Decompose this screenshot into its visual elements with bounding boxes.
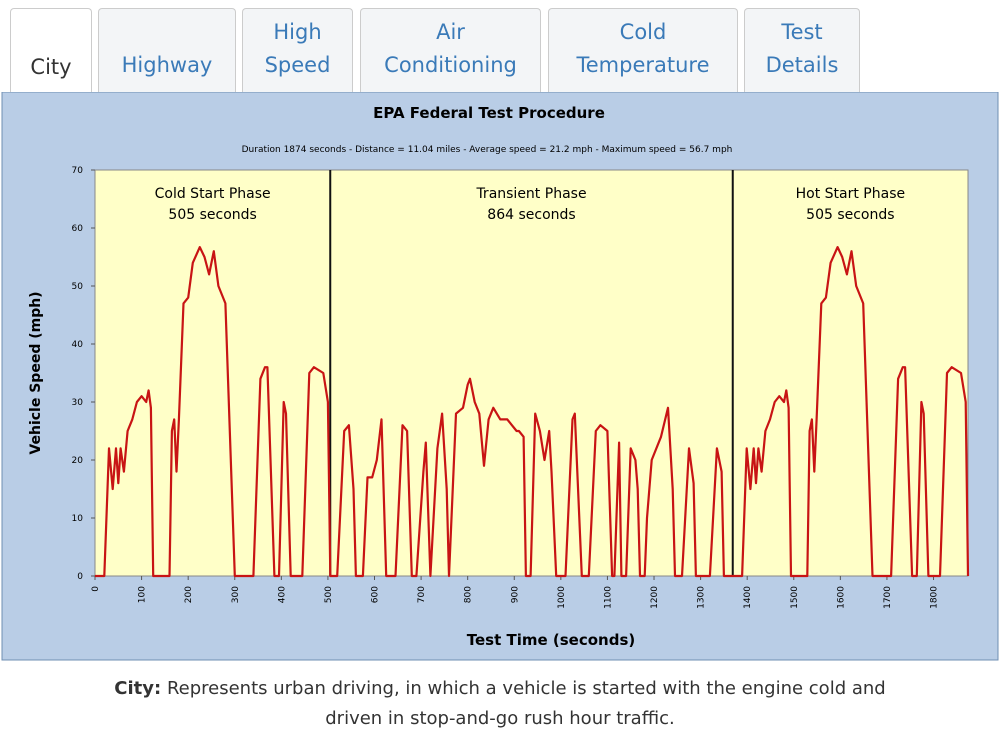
y-tick-label: 20 — [72, 456, 84, 466]
tab-label: Conditioning — [384, 53, 517, 77]
tab-label: Test — [781, 20, 823, 44]
tab-label: Temperature — [576, 53, 710, 77]
caption-line: City: Represents urban driving, in which… — [0, 674, 1000, 704]
tab[interactable]: Air Conditioning — [360, 8, 541, 92]
x-tick-label: 200 — [184, 586, 194, 603]
tab[interactable]: Cold Temperature — [548, 8, 738, 92]
y-axis-label: Vehicle Speed (mph) — [28, 291, 44, 454]
x-tick-label: 300 — [231, 586, 241, 603]
x-tick-label: 600 — [371, 586, 381, 603]
x-tick-label: 800 — [464, 586, 474, 603]
x-tick-label: 1800 — [930, 586, 940, 609]
x-tick-label: 1200 — [650, 586, 660, 609]
phase-duration: 864 seconds — [487, 207, 575, 223]
x-tick-label: 1400 — [743, 586, 753, 609]
x-tick-label: 0 — [91, 586, 101, 592]
caption-line: driven in stop-and-go rush hour traffic. — [0, 704, 1000, 734]
chart-subtitle: Duration 1874 seconds - Distance = 11.04… — [242, 145, 733, 155]
x-tick-label: 1100 — [603, 586, 613, 609]
phase-duration: 505 seconds — [168, 207, 256, 223]
speed-line — [95, 246, 970, 578]
y-tick-label: 50 — [72, 282, 84, 292]
y-tick-label: 70 — [72, 166, 84, 176]
caption: City: Represents urban driving, in which… — [0, 674, 1000, 734]
caption-text: driven in stop-and-go rush hour traffic. — [325, 708, 675, 729]
x-tick-label: 500 — [324, 586, 334, 603]
y-tick-label: 40 — [72, 340, 84, 350]
x-axis-label: Test Time (seconds) — [467, 631, 636, 649]
x-tick-label: 1700 — [883, 586, 893, 609]
phase-name: Cold Start Phase — [155, 186, 271, 202]
y-tick-label: 30 — [72, 398, 84, 408]
x-tick-label: 400 — [277, 586, 287, 603]
tab[interactable]: Highway — [98, 8, 236, 92]
tab-label: Details — [765, 53, 839, 77]
chart: EPA Federal Test Procedure Duration 1874… — [1, 92, 999, 661]
tab-label: Highway — [121, 53, 213, 77]
tab-label: City — [30, 55, 72, 79]
caption-label: City: — [114, 678, 162, 699]
tab[interactable]: High Speed — [242, 8, 353, 92]
tab[interactable]: City — [10, 8, 92, 94]
tab-bar: City Highway High Speed Air Conditioning Cold T… — [0, 0, 1000, 94]
x-tick-label: 1600 — [836, 586, 846, 609]
phase-name: Hot Start Phase — [796, 186, 905, 202]
tab-label: Air — [436, 20, 465, 44]
caption-text: Represents urban driving, in which a veh… — [166, 678, 886, 699]
x-tick-label: 100 — [138, 586, 148, 603]
x-tick-label: 700 — [417, 586, 427, 603]
x-tick-label: 1300 — [697, 586, 707, 609]
y-tick-label: 10 — [72, 514, 84, 524]
y-tick-label: 0 — [77, 572, 83, 582]
chart-title: EPA Federal Test Procedure — [373, 104, 605, 122]
y-tick-label: 60 — [72, 224, 84, 234]
x-tick-label: 1500 — [790, 586, 800, 609]
tab-label: Speed — [264, 53, 331, 77]
x-tick-label: 900 — [510, 586, 520, 603]
phase-name: Transient Phase — [475, 186, 586, 202]
phase-duration: 505 seconds — [806, 207, 894, 223]
tab-label: Cold — [619, 20, 667, 44]
tab-label: High — [273, 20, 322, 44]
tab[interactable]: Test Details — [744, 8, 860, 92]
x-tick-label: 1000 — [557, 586, 567, 609]
